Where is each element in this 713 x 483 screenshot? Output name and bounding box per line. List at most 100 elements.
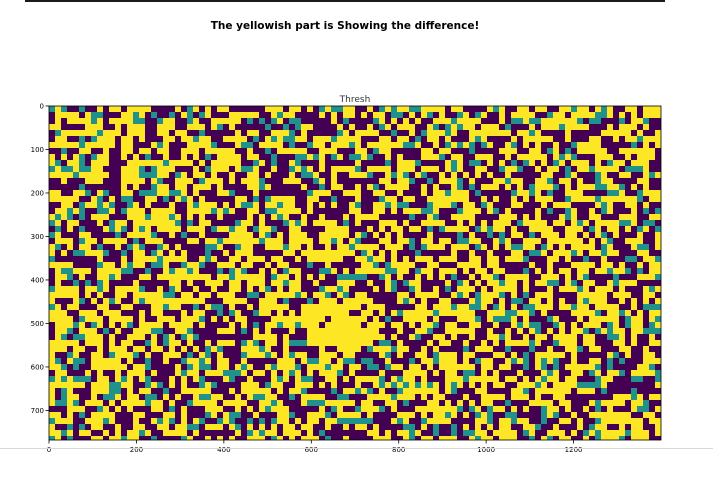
heatmap-cell [583, 436, 589, 440]
heatmap-cell [217, 160, 223, 166]
heatmap-cell [553, 184, 559, 190]
heatmap-cell [601, 256, 607, 262]
heatmap-cell [199, 130, 205, 136]
heatmap-cell [511, 340, 517, 346]
heatmap-cell [589, 136, 595, 142]
heatmap-cell [403, 196, 409, 202]
heatmap-cell [439, 274, 445, 280]
heatmap-cell [361, 418, 367, 424]
heatmap-cell [187, 208, 193, 214]
heatmap-cell [109, 118, 115, 124]
heatmap-cell [307, 340, 313, 346]
heatmap-cell [583, 334, 589, 340]
heatmap-cell [529, 250, 535, 256]
heatmap-cell [361, 130, 367, 136]
heatmap-cell [559, 124, 565, 130]
heatmap-cell [541, 220, 547, 226]
heatmap-cell [121, 436, 127, 440]
heatmap-cell [127, 286, 133, 292]
heatmap-cell [613, 196, 619, 202]
heatmap-cell [523, 418, 529, 424]
heatmap-cell [217, 238, 223, 244]
heatmap-cell [643, 406, 649, 412]
heatmap-cell [343, 298, 349, 304]
heatmap-cell [103, 280, 109, 286]
heatmap-cell [619, 196, 625, 202]
heatmap-cell [433, 130, 439, 136]
heatmap-cell [229, 226, 235, 232]
heatmap-cell [247, 238, 253, 244]
heatmap-cell [529, 400, 535, 406]
heatmap-cell [271, 400, 277, 406]
heatmap-cell [91, 334, 97, 340]
heatmap-cell [133, 184, 139, 190]
heatmap-cell [655, 358, 661, 364]
heatmap-cell [595, 430, 601, 436]
heatmap-cell [619, 358, 625, 364]
heatmap-cell [169, 208, 175, 214]
heatmap-cell [403, 382, 409, 388]
heatmap-cell [469, 214, 475, 220]
heatmap-cell [649, 136, 655, 142]
heatmap-cell [397, 418, 403, 424]
heatmap-cell [163, 148, 169, 154]
heatmap-cell [169, 412, 175, 418]
heatmap-cell [601, 430, 607, 436]
heatmap-cell [283, 430, 289, 436]
heatmap-cell [607, 184, 613, 190]
heatmap-cell [55, 136, 61, 142]
heatmap-cell [181, 430, 187, 436]
heatmap-cell [409, 322, 415, 328]
heatmap-cell [481, 226, 487, 232]
heatmap-cell [127, 430, 133, 436]
heatmap-cell [505, 334, 511, 340]
heatmap-cell [55, 364, 61, 370]
heatmap-cell [427, 244, 433, 250]
heatmap-cell [157, 118, 163, 124]
heatmap-cell [451, 190, 457, 196]
heatmap-cell [301, 436, 307, 440]
heatmap-cell [565, 118, 571, 124]
heatmap-cell [277, 262, 283, 268]
heatmap-cell [547, 244, 553, 250]
heatmap-cell [325, 220, 331, 226]
heatmap-cell [649, 322, 655, 328]
heatmap-cell [529, 304, 535, 310]
heatmap-cell [283, 148, 289, 154]
heatmap-cell [283, 250, 289, 256]
heatmap-cell [481, 418, 487, 424]
heatmap-cell [565, 334, 571, 340]
heatmap-cell [391, 208, 397, 214]
heatmap-cell [67, 172, 73, 178]
heatmap-cell [535, 190, 541, 196]
heatmap-cell [133, 346, 139, 352]
heatmap-cell [451, 166, 457, 172]
heatmap-cell [295, 226, 301, 232]
heatmap-cell [253, 112, 259, 118]
heatmap-cell [253, 178, 259, 184]
heatmap-cell [655, 310, 661, 316]
heatmap-cell [235, 118, 241, 124]
heatmap-cell [397, 346, 403, 352]
heatmap-cell [109, 436, 115, 440]
heatmap-cell [259, 352, 265, 358]
heatmap-cell [103, 154, 109, 160]
heatmap-cell [121, 268, 127, 274]
heatmap-cell [229, 322, 235, 328]
heatmap-cell [499, 268, 505, 274]
heatmap-cell [439, 148, 445, 154]
heatmap-cell [187, 268, 193, 274]
heatmap-cell [403, 280, 409, 286]
heatmap-cell [361, 232, 367, 238]
heatmap-cell [289, 208, 295, 214]
heatmap-cell [85, 280, 91, 286]
heatmap-cell [361, 376, 367, 382]
heatmap-cell [427, 268, 433, 274]
heatmap-cell [463, 376, 469, 382]
heatmap-cell [133, 118, 139, 124]
heatmap-cell [343, 412, 349, 418]
heatmap-cell [595, 160, 601, 166]
heatmap-cell [223, 190, 229, 196]
heatmap-cell [643, 208, 649, 214]
heatmap-cell [55, 370, 61, 376]
